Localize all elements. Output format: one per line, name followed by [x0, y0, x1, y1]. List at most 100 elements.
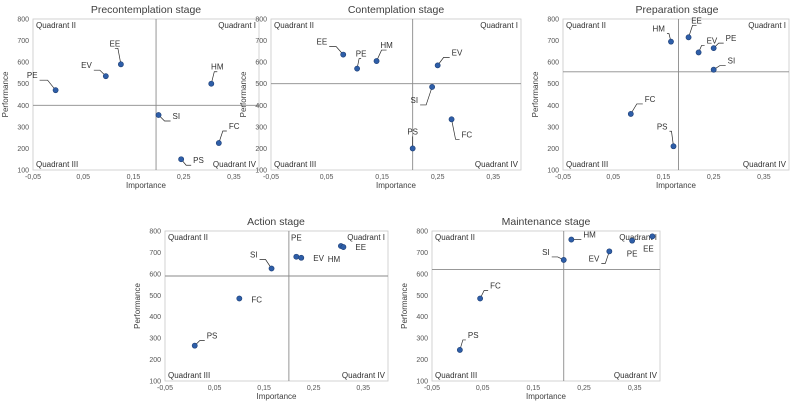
quadrant-label: Quadrant I — [619, 233, 657, 242]
x-axis-label: Importance — [656, 181, 697, 190]
y-tick-label: 500 — [149, 293, 161, 300]
x-tick-label: 0,35 — [757, 174, 771, 181]
y-tick-label: 200 — [149, 357, 161, 364]
y-tick-label: 700 — [149, 250, 161, 257]
x-tick-label: 0,25 — [307, 385, 321, 392]
point-label: SI — [250, 251, 258, 260]
point-label: FC — [490, 282, 501, 291]
leader-line — [218, 130, 227, 144]
chart-title: Contemplation stage — [348, 4, 444, 16]
point-label: SI — [542, 248, 550, 257]
data-point — [215, 140, 222, 146]
point-label: EE — [643, 244, 654, 253]
x-tick-label: 0,25 — [177, 174, 191, 181]
quadrant-label: Quadrant IV — [342, 371, 386, 380]
y-tick-label: 800 — [17, 17, 29, 24]
point-label: EV — [81, 61, 92, 70]
y-tick-label: 400 — [255, 103, 267, 110]
y-tick-label: 400 — [547, 103, 559, 110]
point-label: EE — [317, 38, 328, 47]
data-point — [208, 80, 215, 87]
y-tick-label: 800 — [149, 229, 161, 236]
y-tick-label: 300 — [547, 124, 559, 131]
chart-title: Preparation stage — [636, 4, 719, 16]
y-axis-label: Performance — [133, 283, 142, 329]
point-label: HM — [328, 255, 341, 264]
leader-line — [420, 86, 433, 106]
data-point — [117, 61, 124, 68]
plot-frame — [270, 18, 522, 171]
leader-line — [459, 339, 466, 351]
leader-line — [688, 24, 697, 38]
quadrant-label: Quadrant I — [480, 21, 518, 30]
x-tick-label: 0,15 — [527, 385, 541, 392]
y-axis-label: Performance — [400, 283, 409, 329]
leader-line — [451, 119, 460, 140]
y-tick-label: 200 — [17, 146, 29, 153]
y-axis-label: Performance — [239, 71, 248, 117]
y-tick-label: 600 — [17, 60, 29, 67]
y-tick-label: 100 — [17, 168, 29, 175]
quadrant-label: Quadrant II — [566, 21, 606, 30]
data-point — [560, 257, 567, 263]
point-label: PS — [407, 127, 418, 136]
chart-panel: Precontemplation stage 100 200 300 400 500 600… — [1, 4, 260, 190]
x-axis-label: Importance — [256, 392, 297, 401]
point-label: EE — [110, 39, 121, 48]
x-tick-label: 0,35 — [628, 385, 642, 392]
leader-line — [630, 103, 643, 115]
quadrant-label: Quadrant II — [168, 233, 208, 242]
data-point — [409, 145, 416, 152]
y-tick-label: 600 — [416, 271, 428, 278]
y-tick-label: 300 — [416, 336, 428, 343]
quadrant-label: Quadrant III — [435, 371, 477, 380]
point-label: EV — [452, 48, 463, 57]
point-label: PE — [27, 71, 38, 80]
data-point — [448, 116, 455, 123]
x-tick-label: 0,15 — [657, 174, 671, 181]
point-label: PE — [726, 34, 737, 43]
data-point — [191, 342, 198, 349]
data-point — [710, 66, 717, 73]
x-tick-label: 0,25 — [577, 385, 591, 392]
data-point — [429, 84, 436, 90]
y-tick-label: 400 — [416, 314, 428, 321]
y-tick-label: 100 — [255, 168, 267, 175]
leader-line — [669, 130, 674, 147]
x-tick-label: 0,35 — [227, 174, 241, 181]
x-axis-label: Importance — [126, 181, 167, 190]
y-tick-label: 600 — [255, 60, 267, 67]
chart-panel: Maintenance stage 100 200 300 400 500 600 700 80… — [400, 216, 661, 401]
data-point — [340, 51, 347, 58]
point-label: PE — [356, 50, 367, 59]
data-point — [670, 143, 677, 150]
y-tick-label: 700 — [17, 38, 29, 45]
data-point — [456, 347, 463, 353]
quadrant-label: Quadrant III — [168, 371, 210, 380]
quadrant-label: Quadrant IV — [475, 160, 519, 169]
y-tick-label: 600 — [547, 60, 559, 67]
leader-line — [376, 49, 387, 62]
data-point — [606, 248, 613, 255]
data-point — [354, 65, 361, 72]
x-tick-label: 0,05 — [606, 174, 620, 181]
y-tick-label: 400 — [149, 314, 161, 321]
data-point — [685, 34, 692, 41]
point-label: PE — [627, 250, 638, 259]
y-tick-label: 700 — [416, 250, 428, 257]
x-axis-label: Importance — [526, 392, 567, 401]
point-label: HM — [583, 231, 596, 240]
data-point — [710, 45, 717, 52]
quadrant-label: Quadrant IV — [213, 160, 257, 169]
point-label: EE — [355, 243, 366, 252]
point-label: EV — [589, 254, 600, 263]
data-point — [434, 62, 441, 69]
data-point — [477, 295, 484, 302]
quadrant-label: Quadrant II — [274, 21, 314, 30]
point-label: PS — [207, 332, 218, 341]
chart-panel: Contemplation stage 100 200 300 400 500 600 700… — [239, 4, 522, 190]
y-tick-label: 500 — [547, 81, 559, 88]
data-point — [629, 237, 636, 244]
y-tick-label: 200 — [547, 146, 559, 153]
